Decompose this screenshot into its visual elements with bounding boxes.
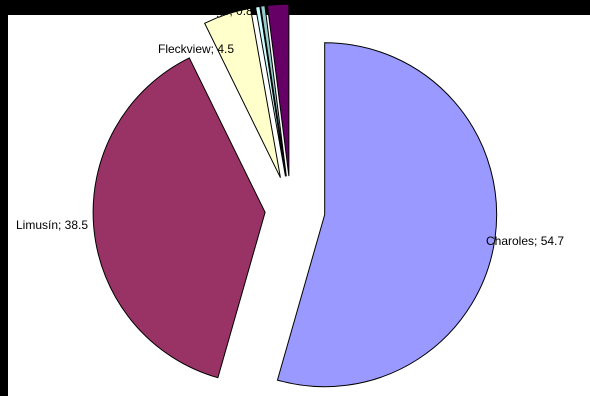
pie-slice-1 bbox=[276, 42, 498, 388]
pie-slices bbox=[92, 3, 498, 388]
pie-slice-3 bbox=[203, 7, 281, 178]
slice-label-3: Fleckview; 4.5 bbox=[158, 42, 234, 56]
slice-label-2: Limusín; 38.5 bbox=[16, 218, 88, 232]
pie-labels: Charoles; 54.7 Limusín; 38.5 Fleckview; 4.… bbox=[16, 4, 564, 248]
pie-slice-4 bbox=[254, 5, 286, 177]
pie-slice-2 bbox=[92, 57, 266, 379]
slice-label-6: Br Az. Burgo; 0.8 bbox=[162, 4, 253, 18]
pie-slice-5 bbox=[260, 5, 287, 177]
slice-label-1: Charoles; 54.7 bbox=[486, 234, 564, 248]
pie-slice-6 bbox=[266, 3, 290, 177]
